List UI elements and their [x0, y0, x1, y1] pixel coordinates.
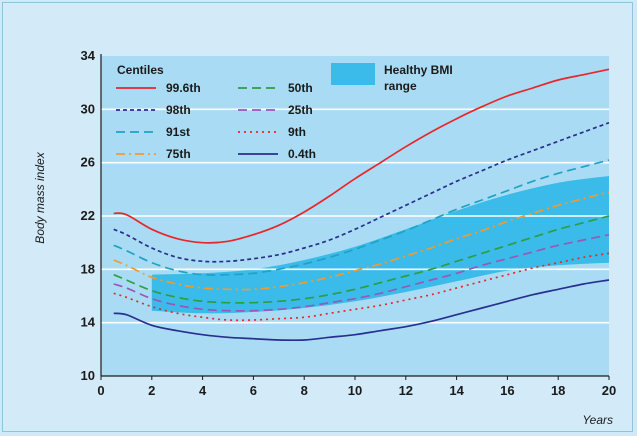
series-line-2 [113, 159, 610, 276]
legend-label-4: 50th [288, 81, 313, 95]
y-tick-label: 14 [81, 315, 96, 330]
x-tick-label: 20 [602, 383, 616, 398]
legend-label-6: 9th [288, 125, 306, 139]
x-tick-label: 10 [348, 383, 362, 398]
legend-label-2: 91st [166, 125, 190, 139]
series-line-7 [113, 279, 610, 342]
x-axis-title: Years [582, 413, 613, 427]
axis-layer: 0 2 4 6 8 10 12 14 16 18 20 10 14 18 22 26 30 34 [81, 48, 617, 398]
y-axis-title: Body mass index [33, 151, 47, 243]
series-line-5 [113, 233, 610, 312]
series-line-1 [113, 121, 610, 263]
y-tick-label: 30 [81, 101, 95, 116]
series-line-6 [113, 252, 610, 322]
series-line-0 [113, 68, 610, 244]
y-tick-label: 10 [81, 368, 95, 383]
healthy-bmi-band-layer [151, 176, 610, 314]
x-tick-label: 4 [199, 383, 207, 398]
x-tick-label: 6 [250, 383, 257, 398]
x-tick-label: 2 [148, 383, 155, 398]
y-tick-label: 34 [81, 48, 96, 63]
series-layer [113, 68, 610, 342]
series-line-3 [113, 191, 610, 291]
x-tick-label: 18 [551, 383, 565, 398]
healthy-bmi-band [151, 176, 610, 314]
x-tick-label: 14 [449, 383, 464, 398]
legend-label-0: 99.6th [166, 81, 201, 95]
y-tick-label: 22 [81, 208, 95, 223]
x-tick-label: 12 [399, 383, 413, 398]
legend-label-7: 0.4th [288, 147, 316, 161]
legend-label-1: 98th [166, 103, 191, 117]
x-tick-label: 0 [97, 383, 104, 398]
legend-band-swatch [331, 63, 375, 85]
y-tick-label: 18 [81, 261, 95, 276]
legend-label-5: 25th [288, 103, 313, 117]
x-tick-label: 8 [301, 383, 308, 398]
legend-label-3: 75th [166, 147, 191, 161]
legend-band-label: Healthy BMI [384, 63, 453, 77]
series-line-4 [113, 215, 610, 304]
y-tick-label: 26 [81, 155, 95, 170]
legend-band-label: range [384, 79, 417, 93]
legend-title: Centiles [117, 63, 164, 77]
x-tick-label: 16 [500, 383, 514, 398]
